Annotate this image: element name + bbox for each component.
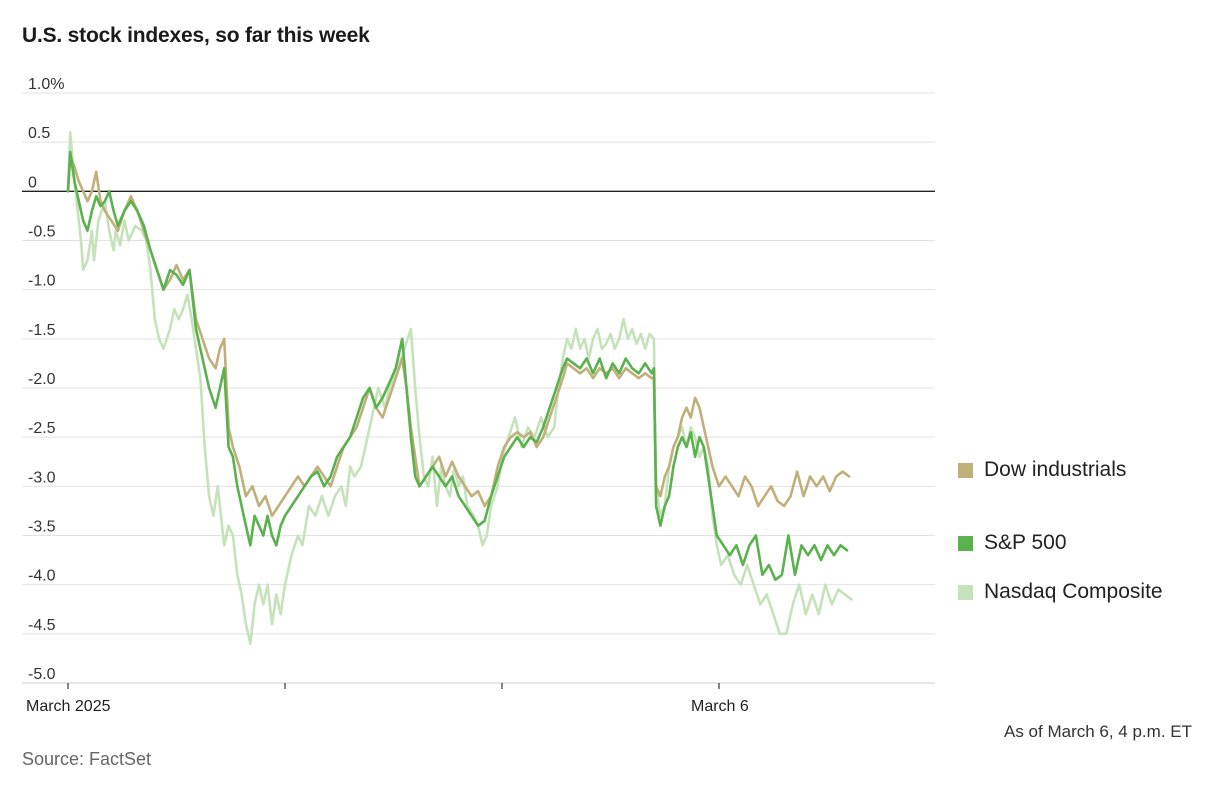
y-tick-label: -3.0 — [28, 469, 56, 486]
y-axis-tick-labels: 1.0% 0.5 0 -0.5 -1.0 -1.5 -2.0 -2.5 -3.0 -3.5 -4.0… — [28, 76, 64, 683]
series-line-nasdaq-composite — [66, 131, 853, 645]
y-tick-label: -2.0 — [28, 371, 56, 388]
y-tick-label: 1.0% — [28, 76, 64, 93]
series-lines — [66, 131, 853, 645]
y-tick-label: -5.0 — [28, 666, 56, 683]
source-note: Source: FactSet — [22, 749, 152, 769]
y-tick-label: -1.0 — [28, 273, 56, 290]
legend-item-nasdaq: Nasdaq Composite — [958, 580, 1163, 604]
y-tick-label: -0.5 — [28, 224, 56, 241]
x-tick-label: March 2025 — [26, 698, 111, 715]
x-axis: March 2025 March 6 — [22, 682, 935, 715]
legend-swatch-sp500 — [958, 535, 973, 551]
y-tick-label: -2.5 — [28, 420, 56, 437]
legend-swatch-dow — [958, 462, 973, 478]
legend-label-nasdaq: Nasdaq Composite — [984, 580, 1163, 603]
y-tick-label: -4.0 — [28, 568, 56, 585]
series-line-dow-industrials — [66, 155, 851, 518]
legend-swatch-nasdaq — [958, 584, 973, 600]
y-tick-label: 0.5 — [28, 125, 50, 142]
y-tick-label: 0 — [28, 174, 37, 191]
legend-label-dow: Dow industrials — [984, 458, 1127, 481]
x-tick-label: March 6 — [691, 698, 749, 715]
series-line-s-p-500 — [66, 150, 849, 582]
as-of-timestamp: As of March 6, 4 p.m. ET — [1003, 722, 1192, 741]
y-tick-label: -3.5 — [28, 519, 56, 536]
y-tick-label: -1.5 — [28, 322, 56, 339]
legend-label-sp500: S&P 500 — [984, 531, 1067, 554]
grid-lines — [22, 92, 935, 684]
chart-title: U.S. stock indexes, so far this week — [22, 24, 370, 47]
y-tick-label: -4.5 — [28, 617, 56, 634]
legend-item-sp500: S&P 500 — [958, 531, 1067, 555]
legend-item-dow: Dow industrials — [958, 458, 1126, 482]
